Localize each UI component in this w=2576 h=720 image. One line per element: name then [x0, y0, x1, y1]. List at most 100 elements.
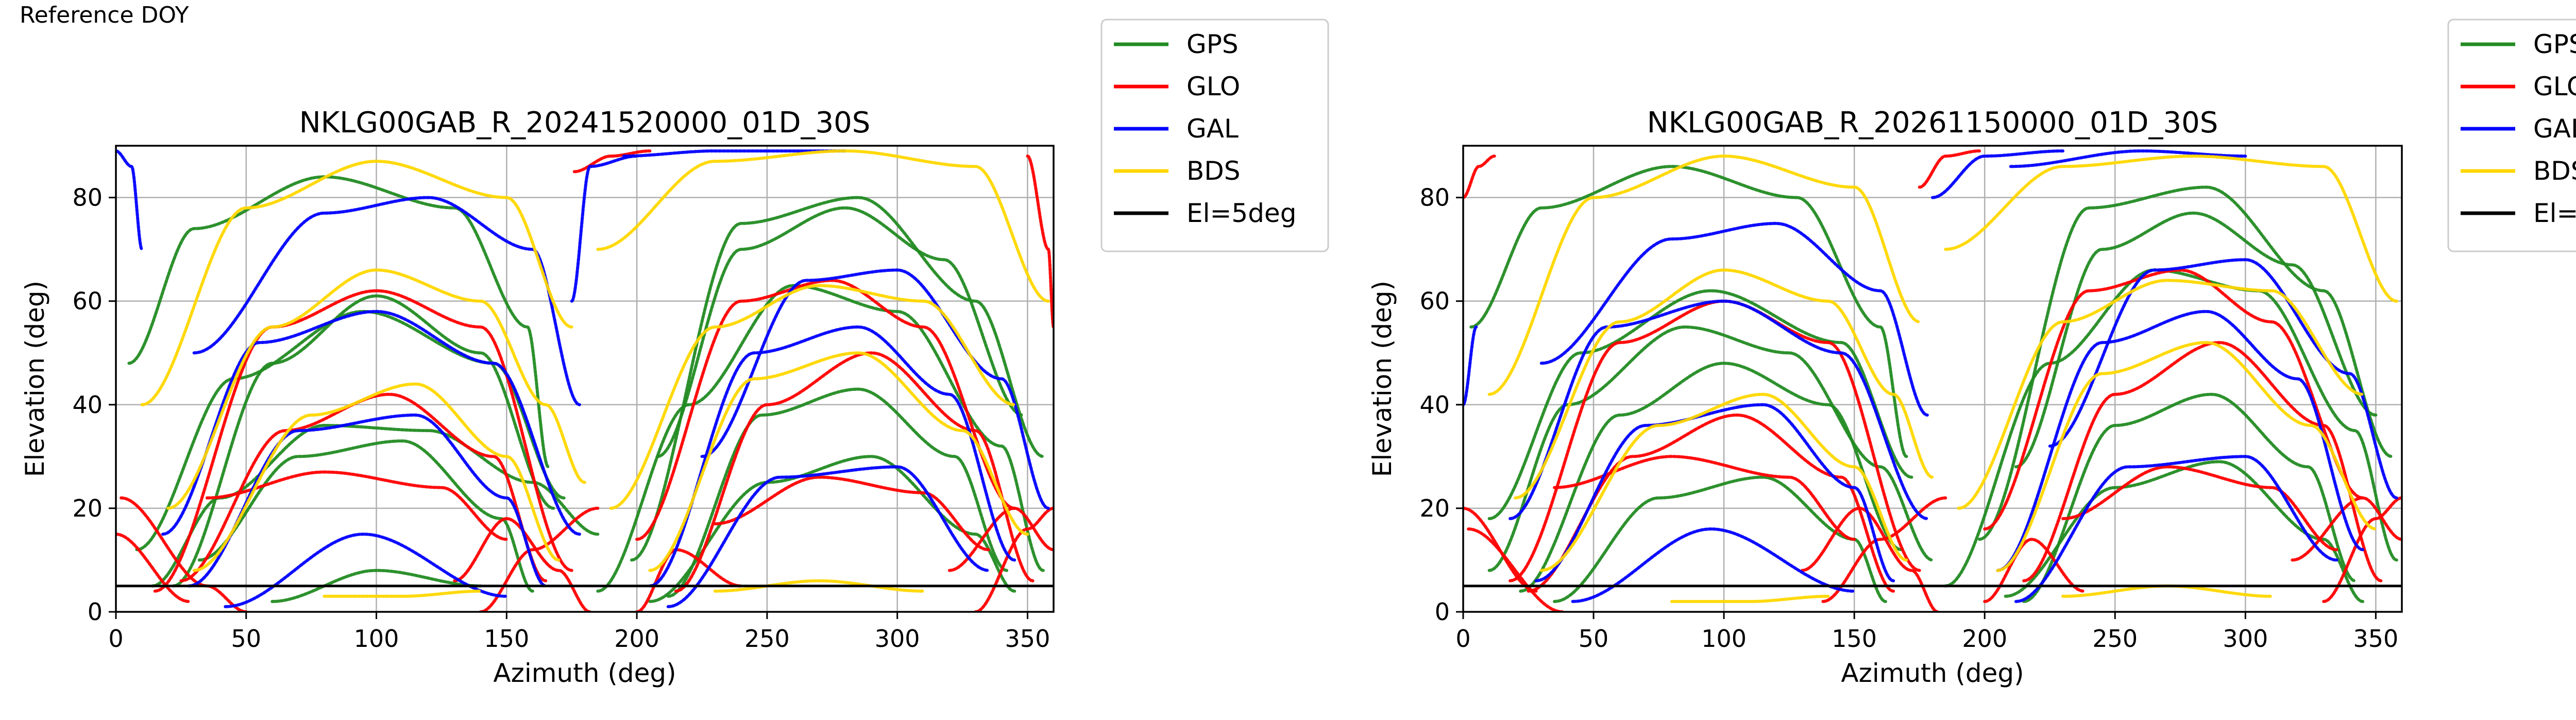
y-tick-label: 0	[88, 598, 103, 626]
y-tick-label: 40	[1419, 391, 1450, 419]
y-tick-label: 60	[1419, 287, 1450, 315]
track-gal	[700, 268, 1050, 510]
y-tick-label: 40	[72, 391, 103, 419]
x-tick-label: 350	[2353, 625, 2398, 653]
track-gps	[197, 439, 534, 593]
x-tick-label: 300	[2223, 625, 2268, 653]
x-tick-label: 0	[108, 625, 123, 653]
track-bds	[192, 382, 561, 572]
track-gal	[622, 149, 847, 158]
axes-frame	[115, 145, 1055, 613]
x-tick-label: 0	[1455, 625, 1470, 653]
track-glo	[1800, 506, 1940, 612]
track-bds	[713, 579, 925, 593]
track-gps	[2022, 392, 2357, 603]
x-tick-label: 250	[2092, 625, 2138, 653]
track-bds	[323, 589, 482, 598]
track-gal	[1539, 221, 1929, 417]
plot-area	[116, 149, 1054, 612]
track-gps	[127, 175, 550, 469]
y-tick-label: 80	[72, 184, 103, 212]
x-tick-label: 350	[1005, 625, 1050, 653]
track-glo	[1918, 149, 1981, 189]
track-gal	[666, 465, 990, 608]
y-tick-label: 20	[72, 494, 103, 522]
track-glo	[205, 470, 509, 541]
legend-label: GAL	[1187, 114, 1239, 144]
track-gps	[630, 196, 1045, 562]
track-gal	[1463, 325, 1478, 406]
track-gal	[1996, 310, 2365, 572]
track-gps	[666, 387, 1008, 598]
chart-panel-1: 0 50 100 150 200 250 300 350 0 20 40 60 80 NKLG00GAB_…	[20, 19, 1329, 688]
track-glo	[1463, 155, 1496, 199]
legend-label: GPS	[1187, 29, 1239, 59]
axes-frame	[1462, 145, 2403, 613]
track-gal	[1534, 403, 1895, 582]
legend-box	[2447, 19, 2576, 252]
track-bds	[609, 284, 1016, 510]
track-gal	[2048, 258, 2398, 500]
track-glo	[2061, 465, 2338, 552]
track-gal	[2009, 149, 2247, 168]
x-tick-label: 200	[1962, 625, 2007, 653]
y-tick-label: 0	[1435, 598, 1450, 626]
y-axis-label: Elevation (deg)	[1367, 281, 1397, 477]
track-glo	[572, 149, 652, 174]
track-gps	[1553, 475, 1887, 603]
track-glo	[974, 506, 1054, 612]
track-glo	[153, 289, 573, 593]
chart-panel-2: 0 50 100 150 200 250 300 350 0 20 40 60 80 NKLG00GAB_…	[1367, 19, 2576, 688]
track-gps	[270, 569, 482, 603]
track-gal	[570, 155, 639, 303]
track-gal	[1571, 527, 1856, 603]
track-gal	[1509, 299, 1929, 520]
legend-label: GLO	[2533, 72, 2576, 101]
track-bds	[1539, 392, 1908, 572]
x-tick-label: 150	[484, 625, 529, 653]
x-tick-label: 150	[1832, 625, 1877, 653]
track-gps	[1487, 325, 1934, 572]
track-gps	[1519, 362, 1903, 593]
track-gps	[2004, 460, 2365, 603]
legend-label: GAL	[2533, 114, 2576, 144]
legend-label: BDS	[2533, 156, 2576, 186]
legend-label: GLO	[1187, 72, 1240, 101]
series-bds	[1487, 155, 2398, 603]
track-gal	[187, 413, 548, 588]
track-glo	[1983, 268, 2365, 531]
track-gps	[596, 284, 1045, 593]
x-tick-label: 100	[1701, 625, 1747, 653]
track-glo	[1026, 155, 1054, 329]
track-glo	[1467, 527, 1564, 612]
plot-area	[1463, 149, 2402, 612]
track-bds	[166, 268, 586, 510]
legend: GPS GLO GAL BDS El=5deg	[1100, 19, 1329, 252]
legend-label: BDS	[1187, 156, 1241, 186]
track-bds	[1957, 279, 2365, 510]
chart-title: NKLG00GAB_R_20261150000_01D_30S	[1647, 106, 2218, 140]
legend-box	[1100, 19, 1329, 252]
track-bds	[1514, 268, 1934, 500]
track-bds	[140, 160, 573, 406]
track-glo	[2322, 496, 2402, 603]
track-gps	[150, 424, 600, 588]
series-gps	[1469, 165, 2398, 603]
track-gal	[224, 533, 509, 608]
x-tick-label: 100	[354, 625, 399, 653]
track-glo	[674, 351, 1035, 593]
track-gal	[2014, 455, 2338, 603]
track-gal	[161, 310, 581, 536]
track-gps	[1978, 185, 2393, 541]
track-glo	[635, 279, 1016, 541]
track-glo	[453, 517, 592, 612]
x-tick-label: 300	[875, 625, 920, 653]
x-tick-label: 50	[231, 625, 262, 653]
chart-title: NKLG00GAB_R_20241520000_01D_30S	[299, 106, 871, 140]
legend-label: El=5deg	[1187, 198, 1296, 228]
track-gal	[1931, 149, 2065, 199]
series-gal	[1463, 149, 2398, 603]
track-bds	[1944, 155, 2398, 303]
track-gps	[1487, 289, 1913, 520]
